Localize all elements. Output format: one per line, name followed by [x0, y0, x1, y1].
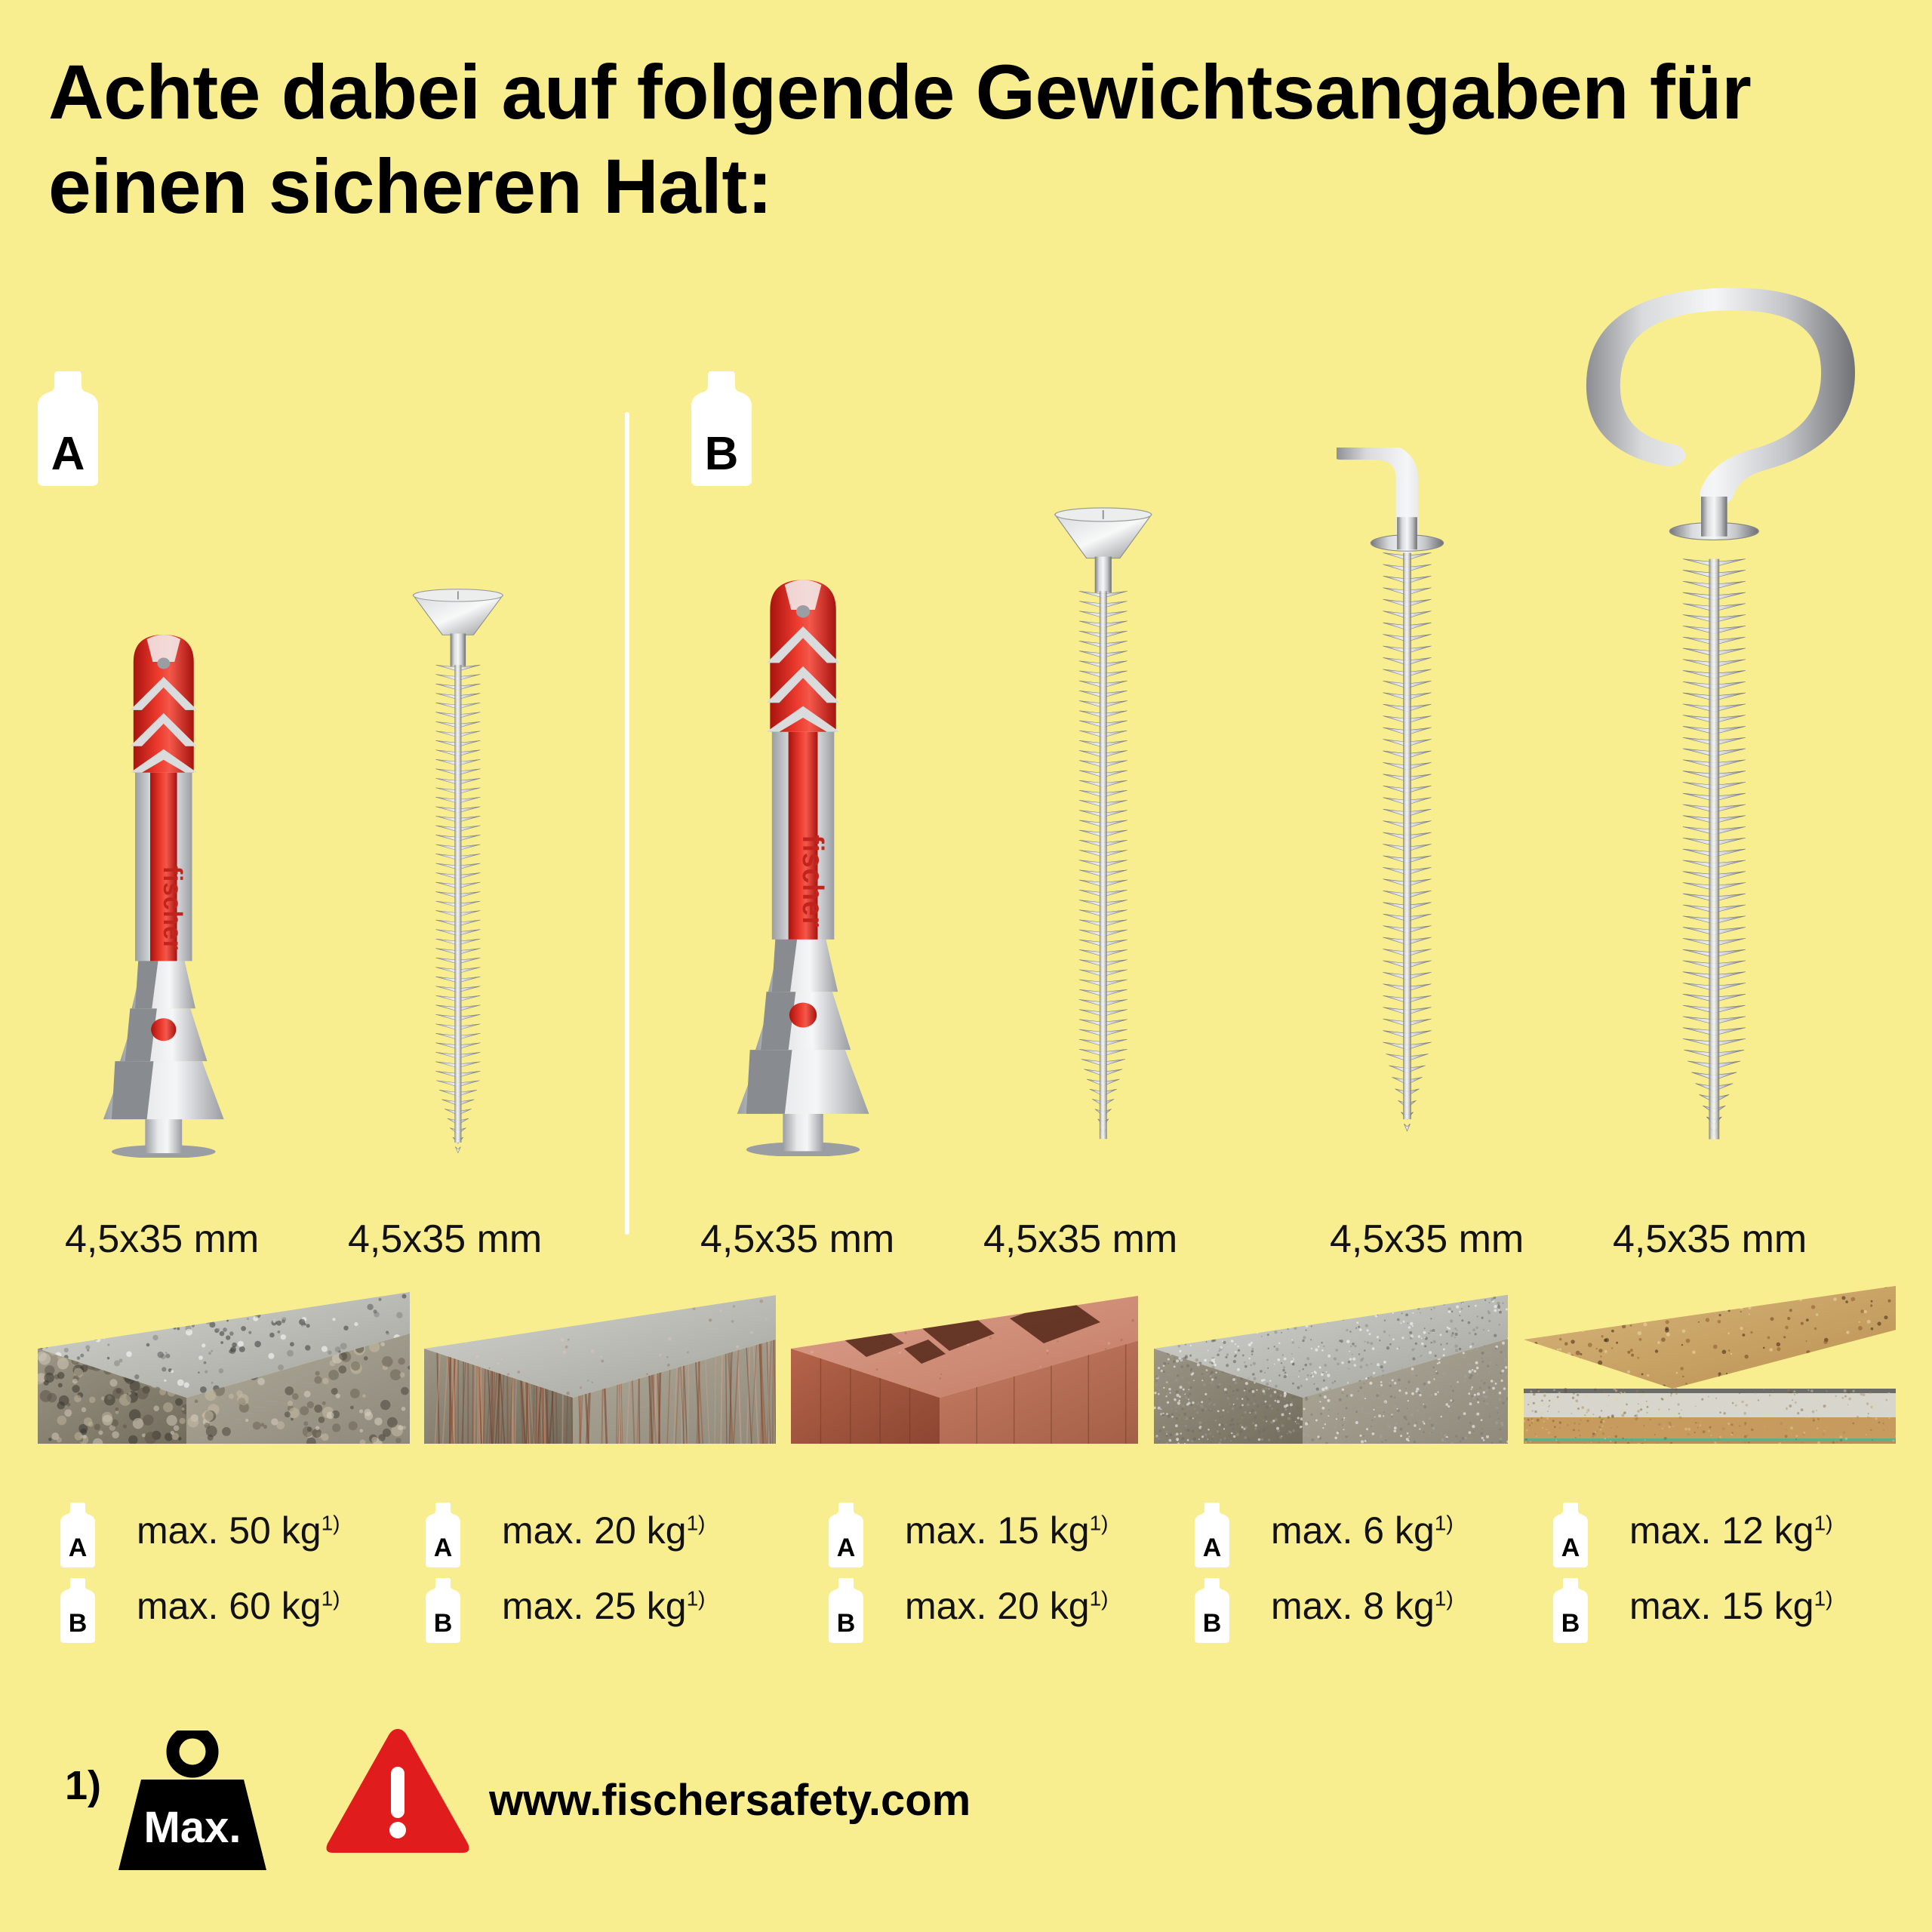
svg-text:fischer: fischer [157, 866, 187, 951]
svg-text:fischer: fischer [797, 835, 830, 928]
svg-text:Max.: Max. [144, 1803, 242, 1852]
